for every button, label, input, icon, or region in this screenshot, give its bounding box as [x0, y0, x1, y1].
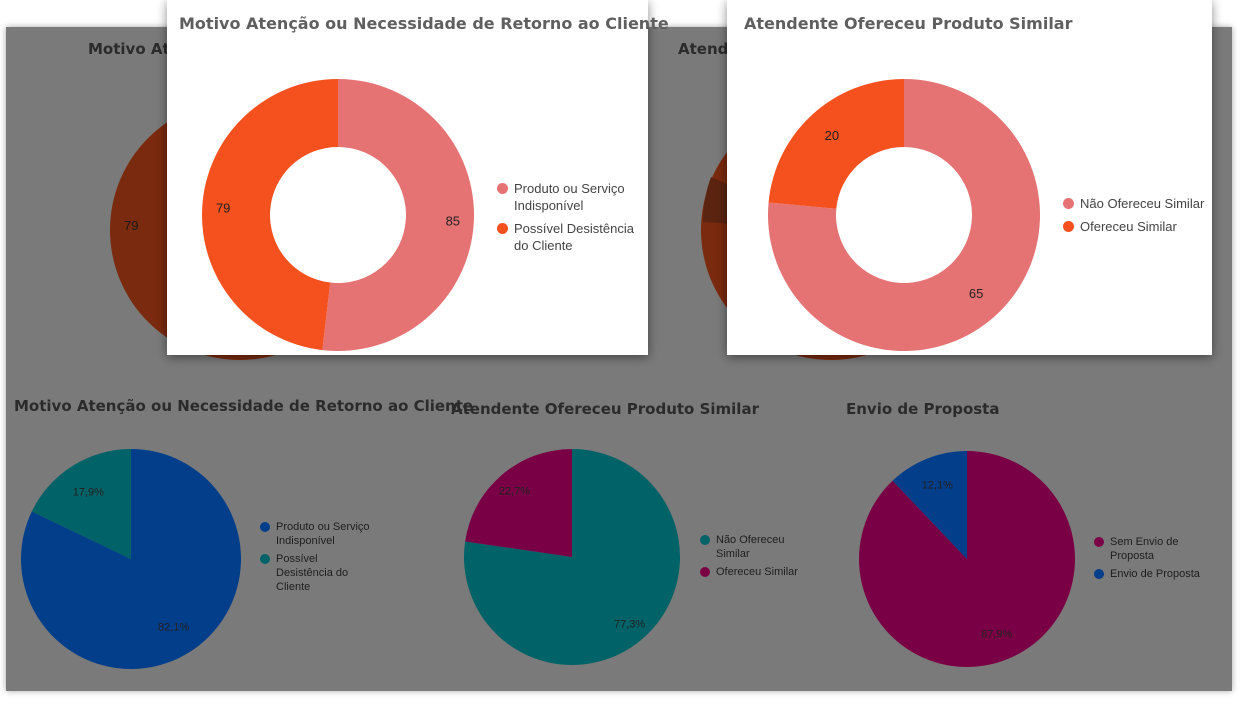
legend-swatch — [1094, 537, 1104, 547]
legend-swatch — [1063, 221, 1074, 232]
legend-item-1: Produto ou Serviço Indisponível — [497, 180, 634, 214]
legend-label: Ofereceu Similar — [1080, 218, 1177, 235]
data-label-2: 17,9% — [73, 486, 104, 498]
legend-similar: Não Ofereceu Similar Ofereceu Similar — [700, 533, 798, 583]
chart-title: Atendente Ofereceu Produto Similar — [744, 14, 1073, 33]
legend-swatch — [700, 567, 710, 577]
data-label-1: 82,1% — [158, 622, 189, 634]
legend-label: Não Ofereceu Similar — [716, 533, 784, 561]
legend-retorno: Produto ou Serviço Indisponível Possível De… — [260, 520, 370, 598]
legend-label-line: Não Ofereceu — [716, 534, 785, 546]
data-label-2: 20 — [825, 128, 839, 143]
legend-item-2: Ofereceu Similar — [700, 565, 798, 579]
chart-title: Motivo Atenção ou Necessidade de Retorno… — [179, 14, 669, 33]
legend-label-line: Ofereceu Similar — [1080, 219, 1177, 234]
data-label-2: 79 — [216, 200, 230, 215]
ghost-title-top-right: Atend — [678, 40, 729, 58]
legend-label-line: Envio de Proposta — [1110, 568, 1200, 580]
data-label-1: 87,9% — [981, 628, 1012, 640]
legend-label-line: Cliente — [276, 581, 311, 593]
legend-label-line: Ofereceu Similar — [716, 566, 798, 578]
data-label-1: 65 — [969, 286, 983, 301]
legend-label: Produto ou Serviço Indisponível — [514, 180, 625, 214]
donut-card-similar: Atendente Ofereceu Produto Similar 65 20 … — [727, 0, 1212, 355]
legend-label-line: Produto ou Serviço — [276, 521, 370, 533]
legend-label-line: Indisponível — [276, 535, 335, 547]
slice-1 — [322, 79, 474, 351]
slice-2 — [465, 449, 572, 557]
legend-label-line: Similar — [716, 548, 750, 560]
data-label-1: 77,3% — [614, 619, 645, 631]
ghost-title-bottom-right: Envio de Proposta — [846, 400, 1000, 418]
slice-2 — [31, 449, 131, 559]
legend-swatch — [1094, 569, 1104, 579]
legend-label-line: Indisponível — [514, 198, 584, 213]
legend-item-1: Não Ofereceu Similar — [700, 533, 798, 561]
legend-item-1: Não Ofereceu Similar — [1063, 195, 1204, 212]
legend-label: Possível Desistência do Cliente — [514, 220, 634, 254]
slice-2 — [892, 451, 967, 559]
legend-item-2: Envio de Proposta — [1094, 567, 1200, 581]
slice-1 — [768, 79, 1040, 351]
legend-label-line: Proposta — [1110, 550, 1155, 562]
pie-chart-retorno: 82,1% 17,9% — [20, 449, 241, 670]
legend-item-1: Produto ou Serviço Indisponível — [260, 520, 370, 548]
legend-label-line: Possível Desistência — [514, 221, 634, 236]
slice-1 — [858, 451, 1075, 668]
legend-swatch — [497, 223, 508, 234]
slice-1 — [20, 449, 241, 670]
legend-swatch — [260, 522, 270, 532]
ghost-title-bottom-mid: Atendente Ofereceu Produto Similar — [451, 400, 759, 418]
pie-chart-similar: 77,3% 22,7% — [464, 449, 680, 665]
legend-label-line: do Cliente — [514, 238, 573, 253]
data-label-1: 85 — [446, 214, 460, 229]
legend-label: Envio de Proposta — [1110, 567, 1200, 581]
pie-chart-proposta: 87,9% 12,1% — [858, 451, 1075, 668]
legend-swatch — [1063, 198, 1074, 209]
legend-swatch — [497, 183, 508, 194]
ghost-value-top-left: 79 — [124, 218, 138, 233]
donut-card-retorno: Motivo Atenção ou Necessidade de Retorno… — [167, 0, 669, 355]
legend-item-2: Ofereceu Similar — [1063, 218, 1204, 235]
legend-label: Sem Envio de Proposta — [1110, 535, 1178, 563]
legend-proposta: Sem Envio de Proposta Envio de Proposta — [1094, 535, 1200, 585]
legend-label: Não Ofereceu Similar — [1080, 195, 1204, 212]
legend-label-line: Não Ofereceu Similar — [1080, 196, 1205, 211]
data-label-2: 12,1% — [922, 480, 953, 492]
data-label-2: 22,7% — [499, 485, 530, 497]
legend-donut-retorno: Produto ou Serviço Indisponível Possível D… — [497, 180, 634, 260]
slice-2 — [201, 78, 338, 351]
legend-label: Produto ou Serviço Indisponível — [276, 520, 370, 548]
donut-chart-retorno: 85 79 — [201, 78, 474, 351]
ghost-title-bottom-left: Motivo Atenção ou Necessidade de Retorno… — [14, 397, 474, 415]
legend-item-2: Possível Desistência do Cliente — [497, 220, 634, 254]
legend-label-line: Sem Envio de — [1110, 536, 1179, 548]
legend-item-1: Sem Envio de Proposta — [1094, 535, 1200, 563]
legend-label-line: Possível — [276, 553, 318, 565]
legend-swatch — [700, 535, 710, 545]
legend-label-line: Produto ou Serviço — [514, 181, 625, 196]
donut-chart-similar: 65 20 — [768, 79, 1040, 351]
legend-label-line: Desistência do — [276, 567, 349, 579]
legend-label: Ofereceu Similar — [716, 565, 798, 579]
ghost-title-top-left: Motivo Ate — [88, 40, 180, 58]
legend-item-2: Possível Desistência do Cliente — [260, 552, 370, 594]
legend-donut-similar: Não Ofereceu Similar Ofereceu Similar — [1063, 195, 1204, 241]
legend-label: Possível Desistência do Cliente — [276, 552, 348, 594]
legend-swatch — [260, 554, 270, 564]
slice-2 — [768, 79, 904, 209]
